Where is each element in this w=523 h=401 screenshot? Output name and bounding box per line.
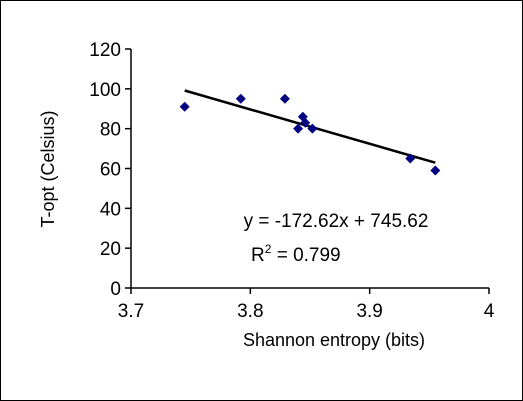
x-tick-label: 3.9 — [356, 301, 382, 322]
r2-value: = 0.799 — [271, 245, 340, 266]
data-point — [307, 123, 318, 134]
x-tick-label: 3.7 — [118, 301, 144, 322]
x-tick-label: 3.8 — [237, 301, 263, 322]
data-point — [235, 93, 246, 104]
y-tick-label: 100 — [89, 80, 121, 101]
y-axis-label: T-opt (Celsius) — [38, 110, 58, 227]
r2-superscript: 2 — [265, 242, 272, 256]
y-tick-label: 60 — [100, 160, 121, 181]
y-tick-label: 20 — [100, 239, 121, 260]
x-tick-label: 4 — [484, 301, 495, 322]
data-point — [293, 123, 304, 134]
y-tick-label: 120 — [89, 40, 121, 61]
r2-prefix: R — [251, 245, 265, 266]
y-tick-label: 0 — [110, 279, 121, 300]
data-point — [430, 165, 441, 176]
regression-equation: y = -172.62x + 745.62 — [244, 211, 429, 232]
x-axis-label: Shannon entropy (bits) — [243, 330, 425, 350]
r-squared-label: R2 = 0.799 — [251, 242, 341, 266]
data-point — [405, 153, 416, 164]
data-point — [179, 101, 190, 112]
data-point — [300, 117, 311, 128]
y-tick-label: 80 — [100, 120, 121, 141]
data-point — [279, 93, 290, 104]
y-tick-label: 40 — [100, 199, 121, 220]
